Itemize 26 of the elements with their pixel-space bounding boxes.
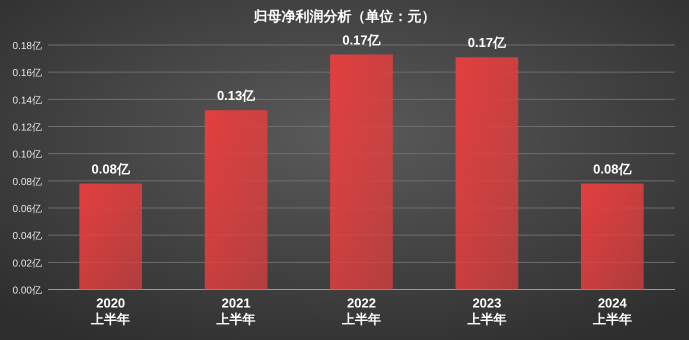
data-label: 0.17亿 — [468, 35, 508, 50]
bar — [79, 184, 142, 290]
y-tick-label: 0.12亿 — [12, 122, 42, 134]
chart-title: 归母净利润分析（单位：元） — [252, 8, 436, 24]
data-label: 0.08亿 — [92, 162, 131, 177]
data-label: 0.08亿 — [593, 162, 632, 177]
data-label: 0.17亿 — [342, 32, 382, 48]
x-tick-label: 2020 上半年 — [90, 296, 130, 326]
y-tick-label: 0.02亿 — [12, 258, 42, 270]
bar — [456, 57, 518, 290]
y-tick-label: 0.10亿 — [12, 150, 42, 161]
y-tick-label: 0.14亿 — [12, 95, 42, 106]
bar — [330, 54, 393, 290]
data-label: 0.13亿 — [216, 88, 256, 104]
y-tick-label: 0.00亿 — [12, 286, 42, 296]
bar — [204, 110, 268, 290]
y-tick-label: 0.06亿 — [12, 204, 42, 215]
x-tick-label: 2024 上半年 — [592, 296, 632, 326]
y-tick-label: 0.08亿 — [12, 176, 42, 188]
bar — [580, 184, 644, 290]
y-tick-label: 0.04亿 — [12, 231, 42, 242]
x-tick-label: 2022 上半年 — [341, 296, 381, 326]
x-tick-label: 2021 上半年 — [216, 296, 256, 326]
y-tick-label: 0.18亿 — [12, 41, 42, 52]
x-tick-label: 2023 上半年 — [466, 296, 506, 326]
y-tick-label: 0.16亿 — [12, 68, 42, 80]
